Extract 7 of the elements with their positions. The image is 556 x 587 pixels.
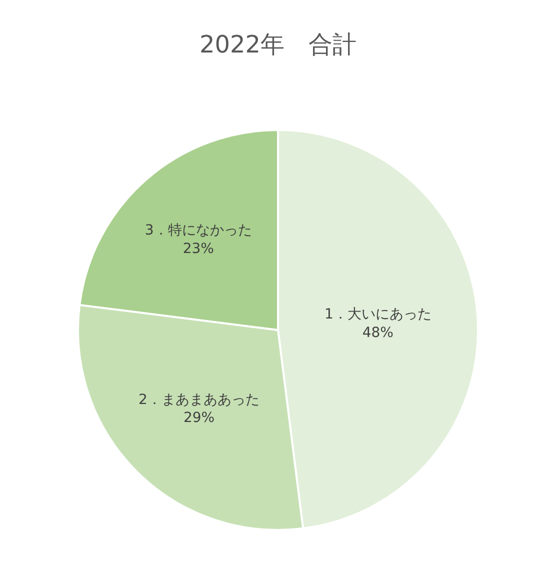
chart-title: 2022年 合計 [199,30,357,58]
slice-label: 3．特になかった [144,222,252,239]
slice-label: 2．まあまああった [138,392,260,408]
data-label: 23% [182,240,214,257]
data-label: 29% [183,410,215,426]
slice-label: 1．大いにあった [324,306,432,323]
data-label: 48% [362,324,394,341]
